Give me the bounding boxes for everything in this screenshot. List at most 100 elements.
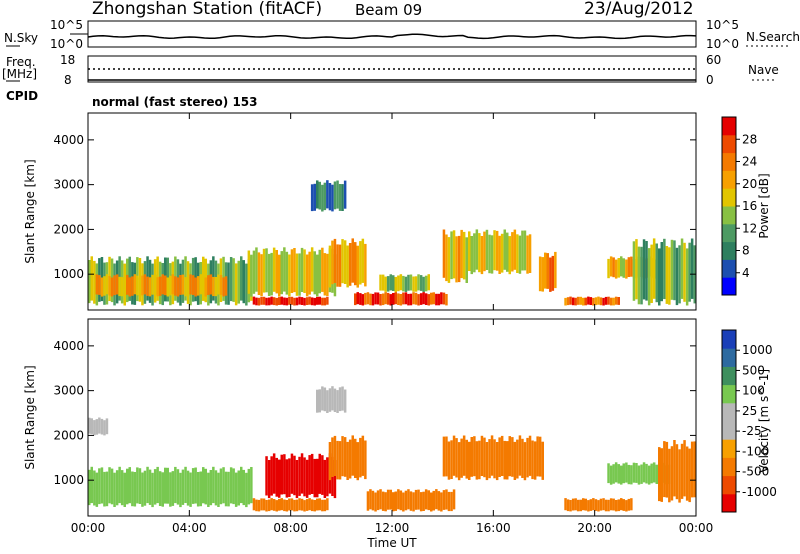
- power-data-cell: [262, 248, 266, 293]
- velocity-data-cell: [105, 418, 109, 435]
- velocity-data-cell: [384, 492, 387, 512]
- power-data-cell: [516, 234, 519, 273]
- power-data-cell: [592, 297, 595, 306]
- power-data-cell: [602, 297, 605, 306]
- power-data-cell: [260, 296, 263, 305]
- velocity-data-cell: [247, 468, 251, 505]
- velocity-data-cell: [95, 419, 99, 435]
- date-label: 23/Aug/2012: [584, 0, 694, 19]
- power-data-cell: [574, 297, 577, 306]
- velocity-data-cell: [321, 499, 324, 512]
- power-data-cell: [252, 250, 256, 294]
- velocity-data-cell: [404, 490, 408, 511]
- y-tick-label: 1000: [53, 473, 84, 487]
- velocity-data-cell: [295, 460, 299, 499]
- velocity-data-cell: [93, 470, 96, 506]
- velocity-data-cell: [194, 467, 197, 504]
- velocity-data-cell: [500, 435, 504, 476]
- power-data-cell: [156, 277, 159, 297]
- power-data-cell: [348, 243, 352, 286]
- power-data-cell: [270, 296, 273, 305]
- power-data-cell: [632, 241, 636, 301]
- power-data-cell: [194, 277, 197, 297]
- velocity-data-cell: [252, 498, 256, 511]
- velocity-data-cell: [538, 436, 542, 477]
- power-data-cell: [685, 248, 689, 306]
- velocity-patch: [265, 453, 337, 499]
- nsky-tick-top: 10^5: [50, 18, 83, 32]
- velocity-data-cell: [202, 467, 205, 504]
- power-data-cell: [303, 297, 306, 306]
- velocity-data-cell: [407, 489, 410, 510]
- power-data-cell: [402, 292, 405, 305]
- power-data-cell: [678, 245, 681, 304]
- power-data-cell: [361, 294, 365, 306]
- velocity-data-cell: [310, 453, 314, 494]
- velocity-data-cell: [212, 466, 215, 504]
- colorbar-tick-label: -500: [742, 465, 769, 479]
- power-data-cell: [450, 231, 453, 280]
- power-data-cell: [442, 229, 446, 278]
- velocity-data-cell: [300, 498, 304, 511]
- velocity-data-cell: [308, 455, 311, 495]
- power-data-cell: [500, 233, 504, 273]
- power-data-cell: [181, 274, 185, 295]
- top-panels: [6, 20, 790, 83]
- power-data-cell: [333, 238, 337, 283]
- power-data-cell: [272, 297, 276, 306]
- velocity-data-cell: [153, 469, 157, 505]
- power-data-cell: [392, 293, 395, 305]
- power-data-cell: [412, 276, 415, 292]
- colorbar-tick-label: 100: [742, 384, 765, 398]
- velocity-data-cell: [105, 471, 109, 507]
- power-data-cell: [607, 258, 610, 279]
- power-data-cell: [120, 277, 124, 297]
- velocity-data-cell: [316, 498, 319, 511]
- velocity-data-cell: [331, 386, 334, 411]
- velocity-data-cell: [417, 489, 420, 510]
- power-data-cell: [227, 262, 230, 305]
- velocity-data-cell: [609, 465, 613, 485]
- power-data-cell: [316, 296, 319, 305]
- colorbar-tick-label: 20: [742, 177, 757, 191]
- power-data-cell: [255, 247, 258, 292]
- power-data-cell: [612, 257, 615, 278]
- velocity-data-cell: [323, 499, 327, 512]
- power-data-cell: [655, 243, 658, 303]
- velocity-data-cell: [103, 420, 106, 436]
- power-data-cell: [359, 293, 362, 305]
- power-data-cell: [498, 235, 501, 274]
- velocity-data-cell: [229, 467, 233, 504]
- power-data-cell: [506, 232, 509, 272]
- velocity-data-cell: [430, 492, 433, 512]
- power-data-cell: [169, 275, 172, 296]
- power-data-cell: [622, 258, 625, 278]
- velocity-data-cell: [470, 437, 473, 477]
- velocity-data-cell: [156, 466, 159, 504]
- velocity-data-cell: [493, 439, 496, 479]
- power-data-cell: [384, 276, 387, 292]
- power-data-cell: [422, 292, 425, 305]
- nsearch-tick-bottom: 10^0: [706, 37, 739, 51]
- velocity-data-cell: [614, 500, 618, 512]
- power-data-cell: [310, 297, 314, 306]
- velocity-data-cell: [576, 499, 580, 512]
- colorbar-tick-label: -1000: [742, 485, 777, 499]
- power-patch: [95, 274, 228, 297]
- power-data-cell: [126, 274, 129, 295]
- power-data-cell: [247, 250, 251, 294]
- power-data-cell: [554, 251, 557, 289]
- power-patch: [564, 296, 620, 306]
- power-data-cell: [341, 184, 344, 211]
- velocity-data-cell: [490, 435, 494, 476]
- power-data-cell: [571, 297, 575, 306]
- power-data-cell: [338, 184, 342, 211]
- velocity-data-cell: [199, 471, 202, 507]
- power-data-cell: [392, 275, 395, 291]
- power-data-cell: [407, 293, 410, 306]
- power-data-cell: [336, 180, 339, 209]
- velocity-data-cell: [351, 435, 354, 476]
- velocity-data-cell: [495, 442, 499, 481]
- power-data-cell: [399, 294, 403, 306]
- velocity-data-cell: [632, 462, 636, 483]
